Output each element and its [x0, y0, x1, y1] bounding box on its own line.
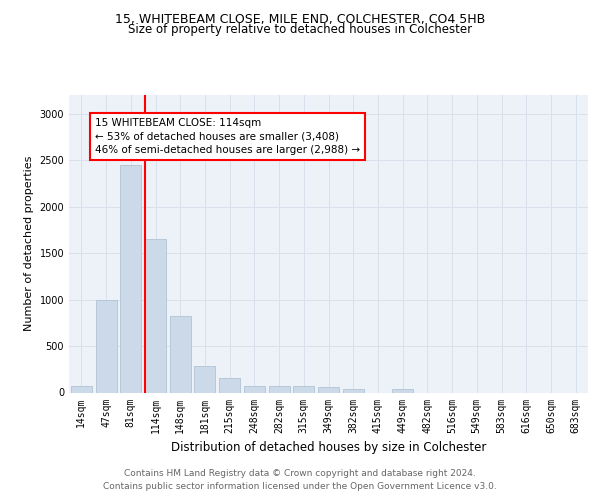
- X-axis label: Distribution of detached houses by size in Colchester: Distribution of detached houses by size …: [171, 441, 486, 454]
- Bar: [318, 388, 339, 392]
- Bar: [95, 300, 116, 392]
- Bar: [392, 389, 413, 392]
- Bar: [219, 378, 240, 392]
- Bar: [120, 164, 141, 392]
- Bar: [269, 386, 290, 392]
- Bar: [293, 386, 314, 392]
- Text: Contains HM Land Registry data © Crown copyright and database right 2024.
Contai: Contains HM Land Registry data © Crown c…: [103, 470, 497, 491]
- Bar: [244, 386, 265, 392]
- Bar: [170, 316, 191, 392]
- Y-axis label: Number of detached properties: Number of detached properties: [24, 156, 34, 332]
- Text: 15, WHITEBEAM CLOSE, MILE END, COLCHESTER, CO4 5HB: 15, WHITEBEAM CLOSE, MILE END, COLCHESTE…: [115, 12, 485, 26]
- Bar: [194, 366, 215, 392]
- Bar: [343, 389, 364, 392]
- Bar: [145, 239, 166, 392]
- Bar: [71, 386, 92, 392]
- Text: Size of property relative to detached houses in Colchester: Size of property relative to detached ho…: [128, 24, 472, 36]
- Text: 15 WHITEBEAM CLOSE: 114sqm
← 53% of detached houses are smaller (3,408)
46% of s: 15 WHITEBEAM CLOSE: 114sqm ← 53% of deta…: [95, 118, 360, 154]
